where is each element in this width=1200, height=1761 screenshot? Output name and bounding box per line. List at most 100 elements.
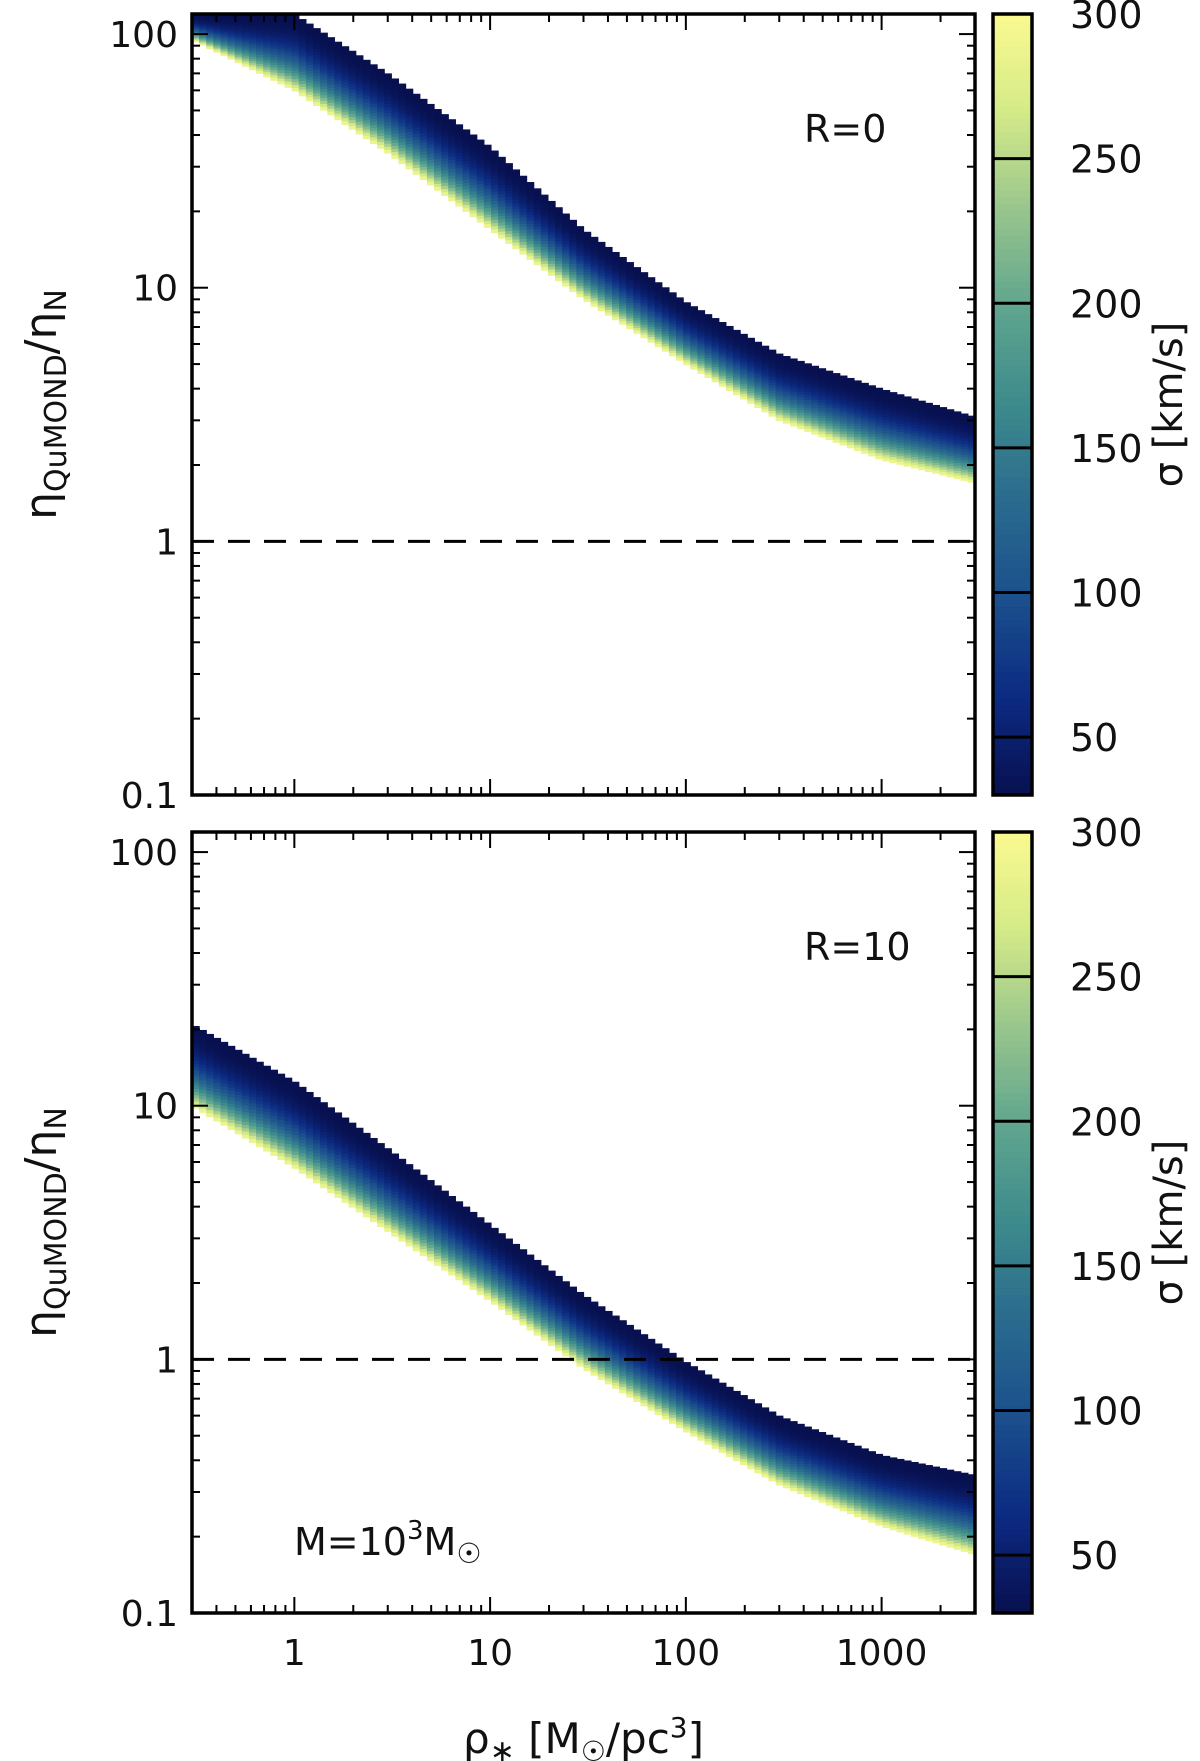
band-cell — [747, 400, 755, 404]
band-cell — [555, 1347, 563, 1352]
band-cell — [476, 139, 485, 144]
band-cell — [476, 168, 485, 172]
band-cell — [498, 1250, 506, 1255]
band-cell — [690, 1379, 698, 1383]
band-cell — [676, 304, 684, 308]
band-cell — [654, 321, 663, 325]
band-cell — [732, 344, 741, 348]
band-cell — [825, 399, 834, 404]
band-cell — [533, 1283, 542, 1287]
band-cell — [761, 350, 770, 354]
band-cell — [740, 386, 748, 390]
band-cell — [619, 285, 627, 289]
colorbar-cell — [993, 131, 1032, 139]
band-cell — [455, 1204, 464, 1208]
band-cell — [369, 134, 378, 138]
band-cell — [903, 404, 912, 408]
band-cell — [804, 363, 812, 367]
band-cell — [227, 1122, 236, 1127]
band-cell — [384, 116, 392, 120]
band-cell — [398, 1228, 407, 1233]
band-cell — [412, 96, 421, 101]
band-cell — [199, 1074, 207, 1078]
band-cell — [256, 1130, 264, 1135]
band-cell — [569, 1312, 577, 1316]
band-cell — [434, 155, 442, 160]
band-cell — [348, 89, 357, 94]
band-cell — [498, 184, 506, 189]
band-cell — [740, 371, 748, 375]
band-cell — [192, 17, 200, 19]
band-cell — [519, 193, 528, 198]
band-cell — [334, 1167, 343, 1172]
band-cell — [483, 1257, 492, 1262]
band-cell — [953, 424, 962, 428]
band-cell — [313, 1179, 321, 1184]
band-cell — [334, 62, 343, 67]
band-cell — [825, 373, 834, 377]
band-cell — [405, 116, 414, 121]
colorbar-cell — [993, 736, 1032, 744]
band-cell — [355, 1176, 364, 1181]
band-cell — [476, 1246, 485, 1251]
band-cell — [711, 371, 720, 375]
band-cell — [341, 1176, 350, 1180]
band-cell — [512, 1252, 521, 1257]
band-cell — [270, 77, 279, 81]
band-cell — [270, 1135, 279, 1140]
band-cell — [512, 1281, 521, 1286]
colorbar-cell — [993, 267, 1032, 276]
band-cell — [462, 167, 471, 171]
band-cell — [412, 158, 421, 163]
band-cell — [455, 1237, 464, 1242]
band-cell — [441, 1215, 449, 1219]
band-cell — [633, 1332, 642, 1336]
band-cell — [284, 1117, 293, 1122]
colorbar-cell — [993, 502, 1032, 510]
band-cell — [583, 1348, 592, 1352]
band-cell — [313, 1116, 321, 1121]
band-cell — [426, 1251, 435, 1255]
band-cell — [583, 277, 592, 281]
band-cell — [334, 1174, 343, 1179]
band-cell — [526, 1303, 535, 1308]
band-cell — [441, 192, 449, 196]
band-cell — [526, 1266, 535, 1270]
band-cell — [476, 164, 485, 169]
band-cell — [797, 373, 805, 378]
panel-annotation: R=0 — [804, 107, 886, 151]
band-cell — [277, 1126, 286, 1131]
band-cell — [896, 456, 905, 460]
band-cell — [490, 1251, 499, 1255]
band-cell — [498, 1256, 506, 1261]
band-cell — [270, 1082, 279, 1087]
band-cell — [341, 1143, 350, 1148]
band-cell — [192, 21, 200, 24]
band-cell — [690, 1409, 698, 1413]
band-cell — [661, 1410, 670, 1414]
band-cell — [555, 224, 563, 228]
band-cell — [775, 356, 784, 360]
band-cell — [676, 335, 684, 339]
band-cell — [676, 1362, 684, 1367]
band-cell — [441, 1233, 449, 1238]
band-cell — [818, 434, 827, 438]
band-cell — [341, 94, 350, 98]
band-cell — [868, 396, 876, 400]
band-cell — [555, 1339, 563, 1343]
band-cell — [462, 1275, 471, 1280]
band-cell — [241, 1121, 250, 1126]
band-cell — [597, 302, 606, 306]
band-cell — [640, 1350, 649, 1355]
band-cell — [505, 1247, 513, 1251]
band-cell — [569, 288, 577, 292]
band-cell — [711, 362, 720, 366]
band-cell — [305, 1168, 314, 1172]
band-cell — [604, 286, 613, 290]
band-cell — [533, 1274, 542, 1278]
band-cell — [576, 245, 585, 249]
band-cell — [348, 1148, 357, 1153]
band-cell — [562, 1344, 570, 1348]
band-cell — [192, 38, 200, 40]
band-cell — [327, 105, 335, 110]
